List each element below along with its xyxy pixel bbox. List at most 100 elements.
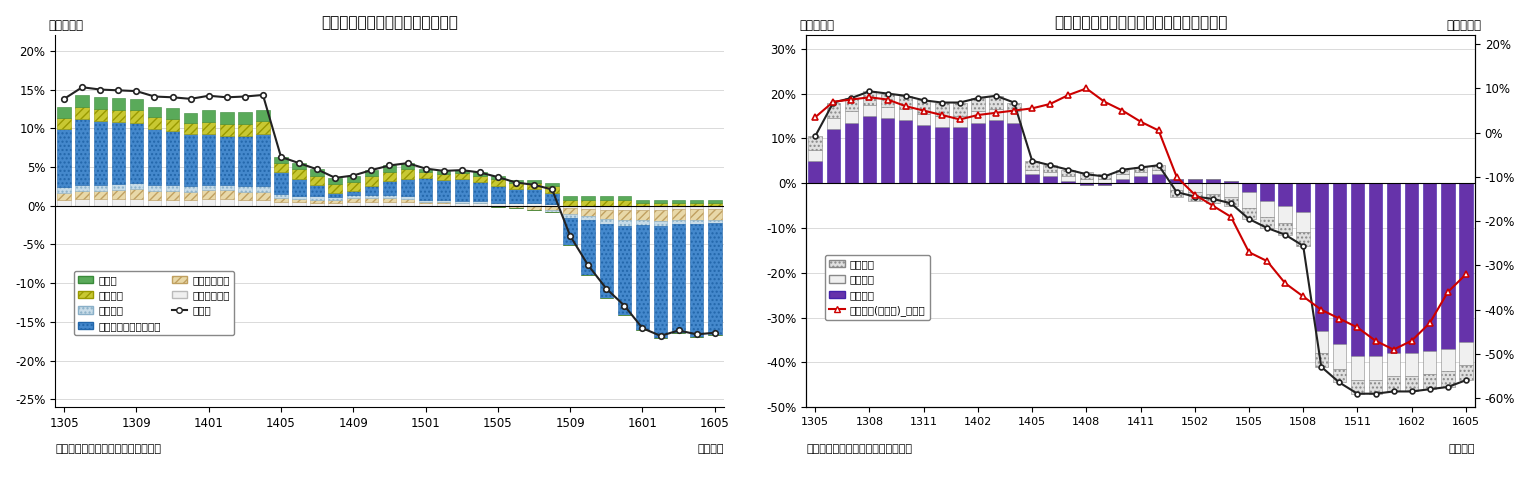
Bar <box>863 105 877 116</box>
Bar <box>826 129 840 183</box>
Bar <box>1460 183 1473 342</box>
Bar <box>881 107 895 118</box>
Bar <box>1187 179 1201 183</box>
Bar <box>1351 355 1365 380</box>
総平均 <box>416 166 435 172</box>
Bar <box>93 185 107 191</box>
Bar <box>690 206 704 209</box>
Bar <box>600 219 614 224</box>
Bar <box>1134 167 1148 172</box>
Bar <box>239 192 251 199</box>
Bar <box>401 163 415 169</box>
Bar <box>1080 179 1092 183</box>
Bar <box>1333 345 1346 369</box>
Bar <box>382 202 396 206</box>
Bar <box>256 187 269 192</box>
Bar <box>708 223 722 335</box>
Bar <box>708 206 722 209</box>
総平均 <box>670 328 688 334</box>
Bar <box>112 199 125 206</box>
Bar <box>672 209 685 220</box>
Text: （月次）: （月次） <box>698 445 724 454</box>
Bar <box>438 171 450 174</box>
Bar <box>826 118 840 129</box>
Bar <box>1261 201 1274 217</box>
Bar <box>863 116 877 183</box>
総平均 <box>453 167 471 173</box>
Bar <box>690 200 704 202</box>
Bar <box>292 169 306 179</box>
Bar <box>75 95 89 107</box>
Bar <box>1423 351 1437 374</box>
Bar <box>1206 183 1219 195</box>
Bar <box>438 202 450 203</box>
Bar <box>239 124 251 136</box>
Bar <box>382 195 396 198</box>
Bar <box>419 178 433 199</box>
Bar <box>93 109 107 121</box>
Bar <box>401 202 415 206</box>
Bar <box>1261 217 1274 228</box>
Bar <box>1152 174 1166 183</box>
Bar <box>563 208 577 214</box>
Bar <box>1097 183 1111 186</box>
Bar <box>618 206 632 209</box>
Bar <box>1242 192 1256 208</box>
Bar <box>898 120 912 183</box>
Bar <box>690 209 704 220</box>
Bar <box>202 185 216 190</box>
Bar <box>130 110 144 123</box>
Bar <box>1224 183 1238 197</box>
Bar <box>1043 172 1057 176</box>
Bar <box>916 125 930 183</box>
Bar <box>972 111 985 123</box>
Bar <box>1351 380 1365 394</box>
Bar <box>1115 174 1129 179</box>
Bar <box>635 200 649 202</box>
Bar <box>202 110 216 122</box>
Bar <box>274 198 288 202</box>
Bar <box>653 221 667 226</box>
Bar <box>618 220 632 226</box>
Bar <box>1062 181 1076 183</box>
Bar <box>184 134 197 187</box>
Legend: 天然ガス, 石炭製品, 石油製品, 原油価格(ドバイ)_右目盛: 天然ガス, 石炭製品, 石油製品, 原油価格(ドバイ)_右目盛 <box>825 255 930 320</box>
Bar <box>672 202 685 206</box>
Bar <box>545 204 558 206</box>
Bar <box>382 198 396 202</box>
Bar <box>256 134 269 187</box>
Bar <box>274 157 288 163</box>
Bar <box>528 180 540 183</box>
Bar <box>491 176 505 179</box>
総平均 <box>652 333 670 339</box>
Bar <box>130 99 144 110</box>
Bar <box>1187 183 1201 192</box>
Bar <box>990 109 1002 120</box>
Bar <box>672 224 685 333</box>
Text: （資料）日本銀行「企業物価指数」: （資料）日本銀行「企業物価指数」 <box>55 445 161 454</box>
Bar <box>1242 183 1256 192</box>
Bar <box>165 185 179 191</box>
総平均 <box>199 93 217 99</box>
Bar <box>972 123 985 183</box>
Bar <box>419 203 433 206</box>
Bar <box>600 206 614 209</box>
Bar <box>1460 342 1473 365</box>
Bar <box>454 202 468 203</box>
Bar <box>618 209 632 220</box>
Bar <box>953 116 967 127</box>
Bar <box>148 191 161 199</box>
Bar <box>563 218 577 245</box>
Bar <box>491 202 505 203</box>
総平均 <box>398 160 416 166</box>
Bar <box>1134 176 1148 183</box>
Bar <box>239 199 251 206</box>
Bar <box>491 203 505 206</box>
Bar <box>635 209 649 220</box>
Bar <box>528 209 540 210</box>
Bar <box>165 108 179 119</box>
Bar <box>672 200 685 202</box>
Bar <box>148 106 161 117</box>
Bar <box>220 190 234 199</box>
Bar <box>184 187 197 192</box>
